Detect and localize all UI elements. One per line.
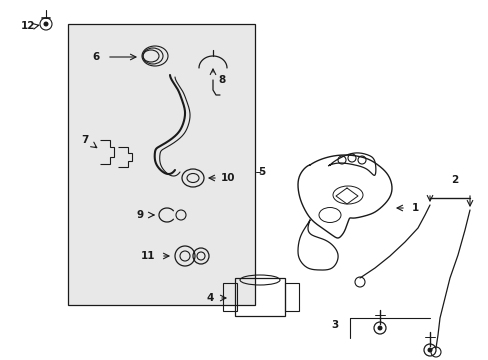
Bar [285, 283, 298, 311]
Text: 3: 3 [331, 320, 338, 330]
Text: 10: 10 [220, 173, 235, 183]
Text: 9: 9 [136, 210, 143, 220]
Circle shape [377, 325, 382, 330]
Text: 2: 2 [450, 175, 458, 185]
Text: 6: 6 [92, 52, 100, 62]
Text: 7: 7 [81, 135, 88, 145]
Bar [68, 24, 254, 305]
Circle shape [427, 347, 431, 352]
Text: 1: 1 [410, 203, 418, 213]
Text: 11: 11 [141, 251, 155, 261]
Text: 8: 8 [218, 75, 225, 85]
Bar [223, 283, 237, 311]
Circle shape [43, 22, 48, 27]
Text: 12: 12 [20, 21, 35, 31]
Bar [235, 278, 285, 316]
Text: 5: 5 [258, 167, 265, 177]
Text: 4: 4 [206, 293, 213, 303]
